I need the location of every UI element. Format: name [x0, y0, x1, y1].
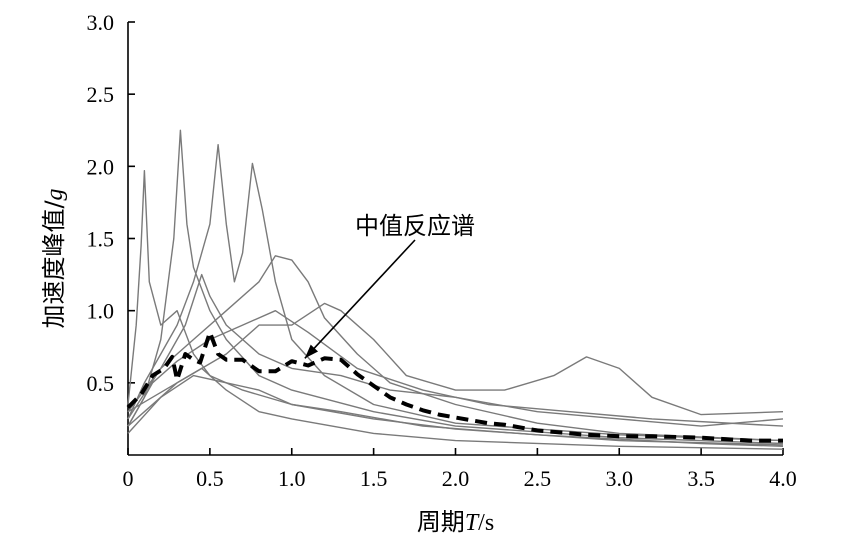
y-tick-label-3: 2.0 — [87, 154, 115, 179]
annotation-label: 中值反应谱 — [355, 212, 475, 240]
record-spectrum-line-9 — [127, 367, 784, 450]
annotation-arrowhead — [304, 344, 319, 359]
annotation-group: 中值反应谱 — [304, 212, 475, 359]
x-axis-title: 周期T/s — [417, 508, 494, 536]
record-spectrum-line-5 — [127, 302, 784, 416]
y-tick-label-5: 3.0 — [87, 10, 115, 35]
x-axis-title-prefix: 周期 — [417, 508, 465, 536]
x-tick-label-2: 1.0 — [278, 466, 306, 491]
record-spectrum-line-2 — [127, 129, 784, 445]
y-axis-title-prefix: 加速度峰值/ — [40, 200, 68, 329]
y-axis-title: 加速度峰值/g — [40, 188, 68, 328]
y-tick-label-1: 1.0 — [87, 299, 115, 324]
annotation-arrow-line — [304, 239, 416, 359]
x-axis-title-var: T — [465, 510, 480, 536]
y-tick-label-2: 1.5 — [87, 227, 115, 252]
axis-labels: 周期T/s 加速度峰值/g — [40, 188, 494, 536]
x-tick-label-7: 3.5 — [687, 466, 715, 491]
y-tick-label-4: 2.5 — [87, 82, 115, 107]
y-tick-label-0: 0.5 — [87, 371, 115, 396]
x-tick-label-8: 4.0 — [769, 466, 797, 491]
x-tick-label-0: 0 — [123, 466, 134, 491]
x-axis-title-suffix: /s — [478, 510, 494, 536]
x-tick-label-6: 3.0 — [606, 466, 634, 491]
record-spectrum-line-8 — [127, 374, 784, 447]
y-axis-title-var: g — [42, 188, 68, 200]
plot-area — [126, 129, 784, 450]
record-spectrum-line-1 — [127, 170, 784, 446]
x-tick-label-5: 2.5 — [524, 466, 552, 491]
x-tick-label-1: 0.5 — [196, 466, 224, 491]
record-spectrum-line-6 — [127, 273, 784, 427]
axes: 0 0.5 1.0 1.5 2.0 2.5 3.0 3.5 4.0 0.5 1.0 1.5 2.0 2.5… — [87, 10, 797, 491]
record-spectrum-line-4 — [127, 255, 784, 442]
x-tick-label-3: 1.5 — [360, 466, 388, 491]
x-tick-label-4: 2.0 — [442, 466, 470, 491]
record-spectrum-line-7 — [127, 310, 784, 427]
median-spectrum-line — [126, 330, 783, 443]
record-spectrum-line-3 — [127, 144, 784, 442]
